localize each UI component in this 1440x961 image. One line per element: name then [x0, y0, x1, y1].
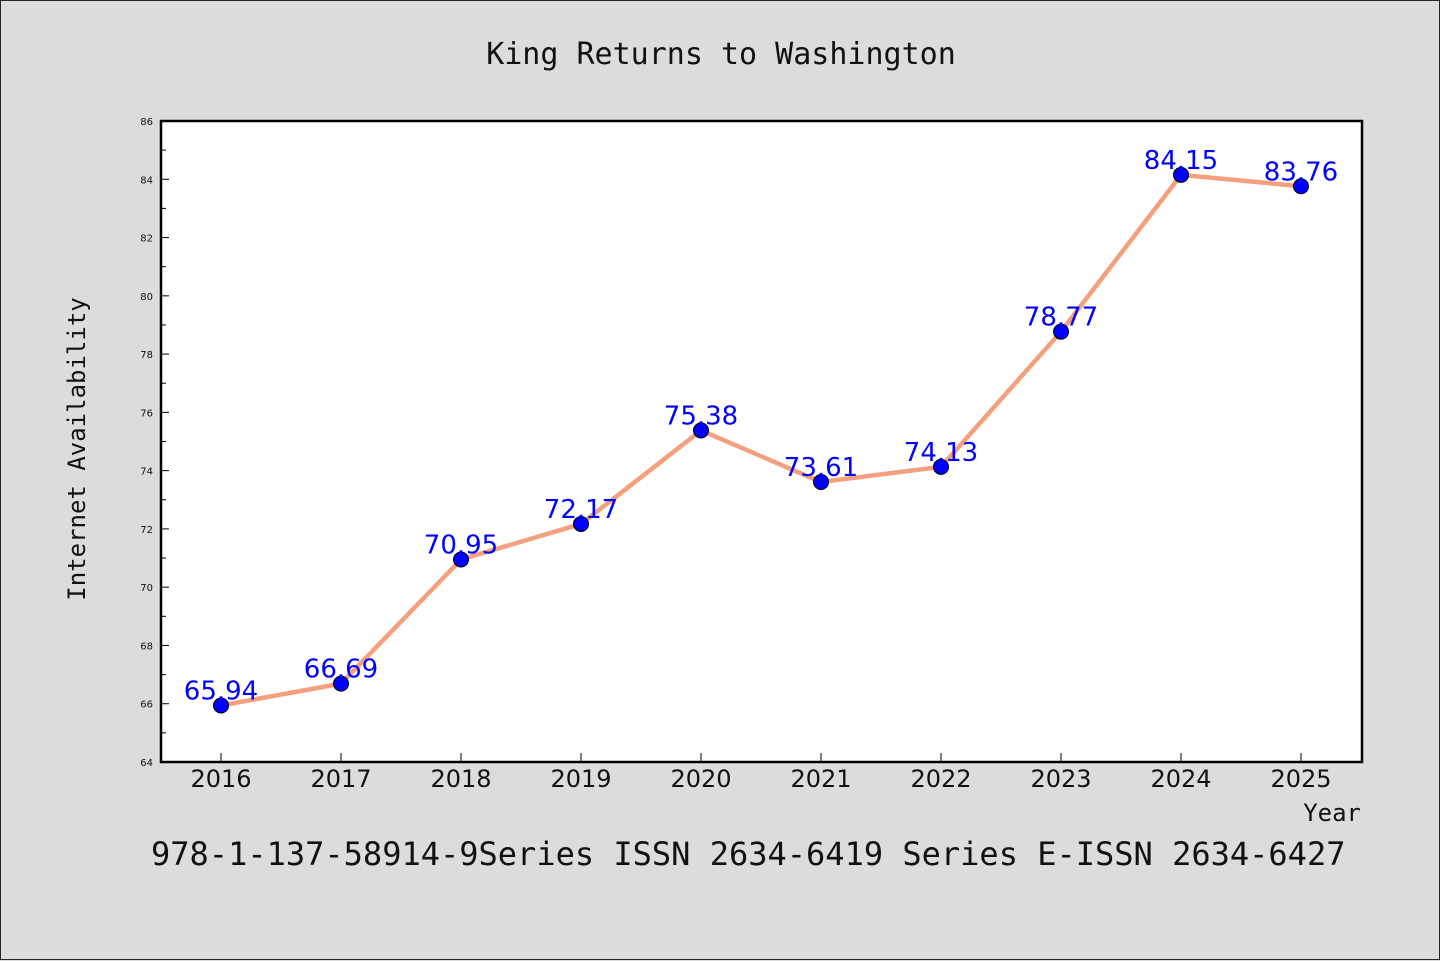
x-tick-label: 2019	[550, 765, 611, 793]
data-label: 75.38	[664, 401, 738, 431]
x-axis: 2016 2017 2018 2019 2020 2021 2022 2023 2024 2025	[190, 753, 1332, 793]
x-axis-label: Year	[1303, 799, 1361, 827]
data-label: 83.76	[1264, 157, 1338, 187]
x-tick-label: 2016	[190, 765, 251, 793]
data-point	[333, 675, 349, 692]
data-label: 70.95	[424, 531, 498, 561]
x-tick-label: 2024	[1150, 765, 1211, 793]
x-tick-label: 2022	[910, 765, 971, 793]
y-tick-label: 86	[140, 117, 153, 128]
footer-text: 978-1-137-58914-9Series ISSN 2634-6419 S…	[151, 835, 1345, 873]
data-point	[1173, 166, 1189, 183]
data-point	[813, 473, 829, 490]
data-label: 74.13	[904, 438, 978, 468]
chart-title: King Returns to Washington	[486, 37, 956, 72]
data-label: 78.77	[1024, 303, 1098, 333]
data-label: 66.69	[304, 655, 378, 685]
data-point	[1053, 323, 1069, 340]
plot-area	[159, 119, 1364, 764]
x-tick-label: 2020	[670, 765, 731, 793]
y-tick-label: 64	[140, 758, 153, 769]
y-tick-label: 72	[140, 525, 153, 536]
series-line	[218, 172, 1304, 708]
y-tick-label: 76	[140, 408, 153, 419]
y-axis: 64 66 68 70 72 74 76 78 80 82 84 86	[140, 117, 169, 769]
x-tick-label: 2017	[310, 765, 371, 793]
y-axis-label: Internet Availability	[63, 297, 91, 600]
data-point	[573, 515, 589, 532]
y-tick-label: 80	[140, 292, 153, 303]
x-tick-label: 2018	[430, 765, 491, 793]
x-tick-label: 2025	[1270, 765, 1331, 793]
data-point	[1293, 178, 1309, 195]
markers-layer	[213, 166, 1309, 714]
y-tick-label: 84	[140, 175, 153, 186]
y-tick-label: 70	[140, 583, 153, 594]
x-tick-label: 2023	[1030, 765, 1091, 793]
y-tick-label: 82	[140, 234, 153, 245]
y-tick-label: 68	[140, 641, 153, 652]
y-tick-label: 66	[140, 700, 153, 711]
data-point	[933, 458, 949, 475]
series-layer	[218, 172, 1304, 708]
data-label: 65.94	[184, 676, 258, 706]
data-label: 73.61	[784, 453, 858, 483]
y-tick-label: 74	[140, 467, 153, 478]
data-point	[213, 697, 229, 714]
data-label: 84.15	[1144, 146, 1218, 176]
data-point	[453, 551, 469, 568]
data-point	[693, 422, 709, 439]
x-tick-label: 2021	[790, 765, 851, 793]
data-label: 72.17	[544, 495, 618, 525]
y-tick-label: 78	[140, 350, 153, 361]
data-labels-layer: 65.94 66.69 70.95 72.17 75.38 73.61 74.13 78.77…	[184, 146, 1338, 707]
